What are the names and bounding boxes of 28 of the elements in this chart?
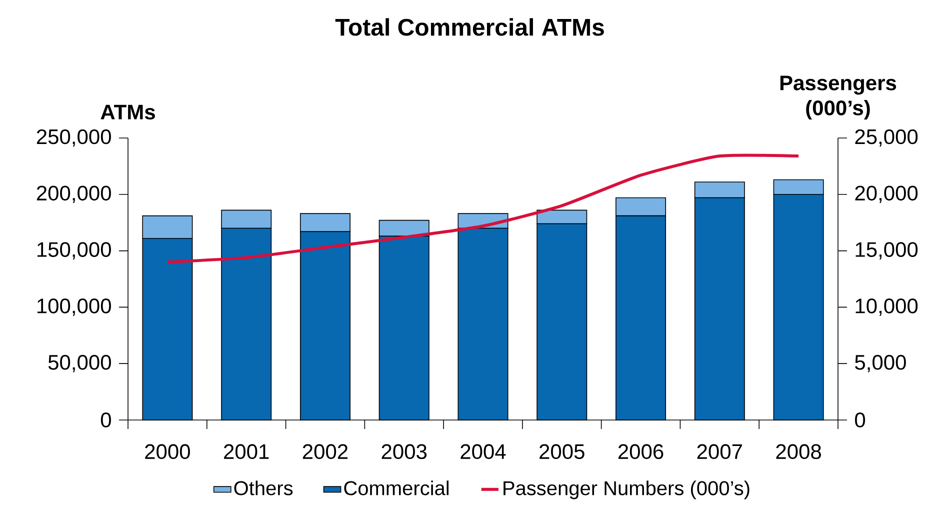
x-tick-label: 2005 [540,444,584,460]
x-tick-label: 2004 [460,444,506,460]
y-tick-label: 50,000 [48,354,111,372]
y-tick-label: 250,000 [36,129,111,147]
y-tick-label: 100,000 [38,298,111,316]
y2-tick-label: 5,000 [855,354,906,372]
y2-tick-label: 20,000 [855,186,918,204]
y-tick-label: 150,000 [38,242,111,260]
y-tick-label: 200,000 [36,186,111,204]
x-tick-label: 2003 [382,444,427,460]
y-axis-title: ATMs [100,104,155,120]
legend-label: Passenger Numbers (000’s) [504,480,750,500]
chart-title: Total Commercial ATMs [335,18,604,36]
x-tick-label: 2001 [224,444,269,460]
x-tick-label: 2006 [618,444,664,460]
line-series [166,154,800,264]
x-tick-label: 2002 [302,444,348,460]
y2-axis-title: Passengers (000’s) [780,76,896,120]
y2-tick-label: 10,000 [856,298,918,316]
x-tick-label: 2008 [776,444,821,460]
y2-tick-label: 15,000 [856,242,918,260]
y2-tick-label: 0 [855,412,866,428]
y2-tick-label: 25,000 [855,129,918,147]
x-tick-label: 2000 [145,444,190,460]
legend-label: Commercial [344,480,449,496]
x-tick-label: 2007 [697,444,742,460]
legend-label: Others [234,480,293,496]
y-tick-label: 0 [100,412,111,428]
